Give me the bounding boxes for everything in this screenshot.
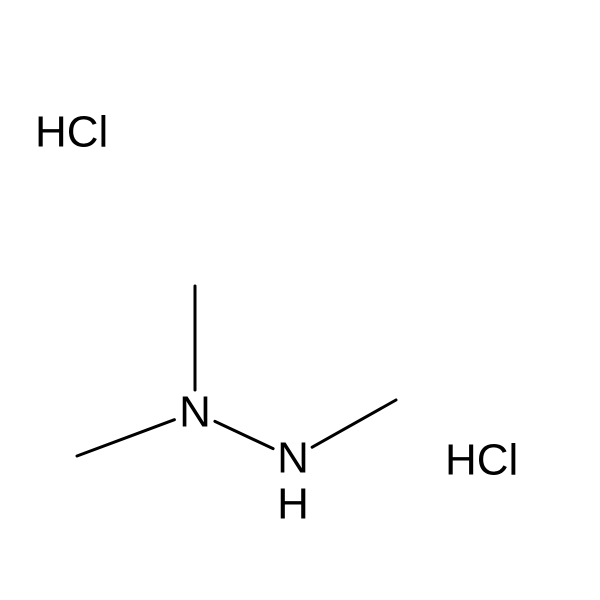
- fragments-group: HCl HCl: [35, 108, 518, 485]
- atom-extra-label-N2: H: [277, 480, 309, 529]
- fragment-1: HCl: [445, 436, 518, 485]
- bond-N1-N2: [215, 421, 273, 448]
- bonds-group: [77, 286, 396, 456]
- atom-label-N2: N: [277, 434, 309, 483]
- molecule-diagram: NNHHClHCl: [0, 0, 600, 600]
- fragment-0: HCl: [35, 108, 108, 157]
- bond-N2-C3: [312, 400, 396, 447]
- atom-label-N1: N: [179, 388, 211, 437]
- atom-labels-group: NNH: [179, 388, 309, 529]
- bond-N1-C1: [77, 420, 174, 456]
